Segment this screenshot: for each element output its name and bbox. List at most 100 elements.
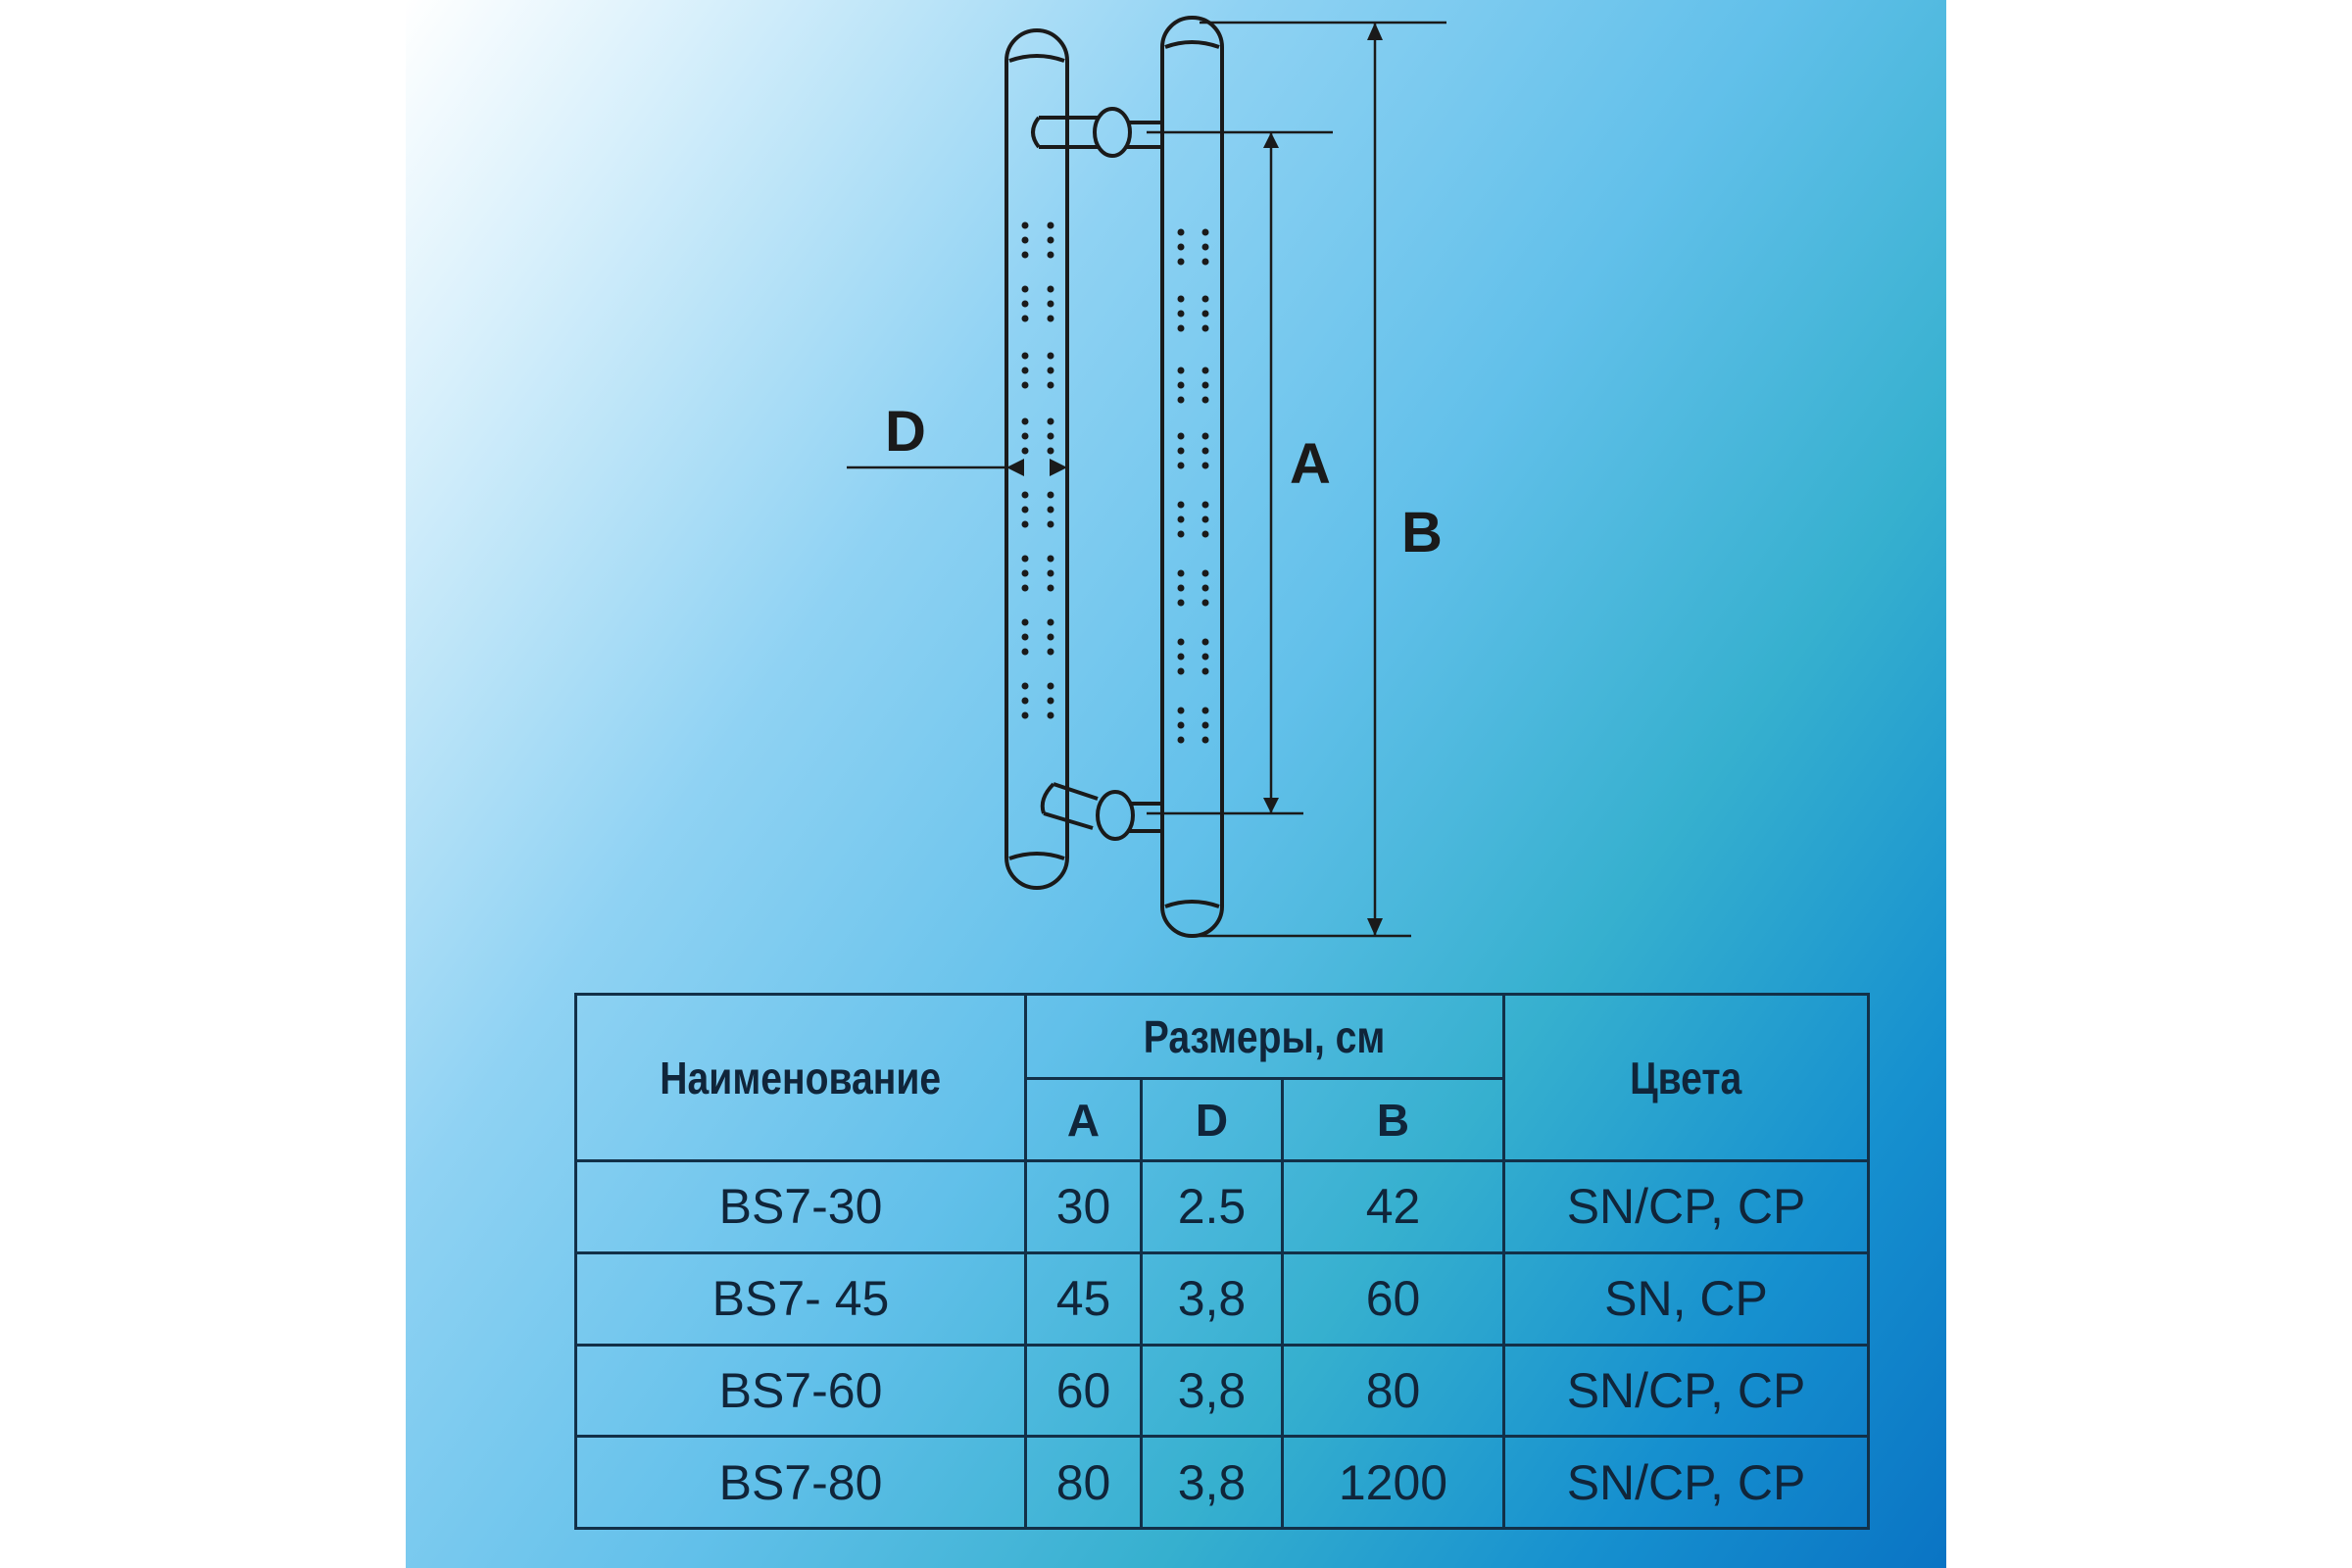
cell-d: 3,8 <box>1140 1343 1284 1439</box>
dimension-a <box>1147 130 1333 815</box>
perforation-dot <box>1047 285 1054 293</box>
right-handle-bar <box>1160 16 1224 938</box>
perforation-dot <box>1177 569 1185 577</box>
perforation-dot <box>1201 515 1209 523</box>
perforation-dot <box>1177 432 1185 440</box>
perforation-dot <box>1177 396 1185 404</box>
perforation-dot <box>1047 520 1054 528</box>
perforation-dot <box>1021 447 1029 455</box>
perforation-dot <box>1047 711 1054 719</box>
perforation-dot <box>1201 243 1209 251</box>
perforation-dot <box>1201 432 1209 440</box>
perforation-dot <box>1021 315 1029 322</box>
perforation-dot <box>1047 682 1054 690</box>
perforation-dot <box>1201 258 1209 266</box>
perforation-dot <box>1201 462 1209 469</box>
cell-b: 80 <box>1281 1343 1505 1439</box>
perforation-dot <box>1047 584 1054 592</box>
cell-colors: SN/CP, CP <box>1502 1435 1870 1530</box>
perforation-dot <box>1201 501 1209 509</box>
perforation-dot <box>1201 707 1209 714</box>
perforation-dot <box>1177 530 1185 538</box>
table-row: BS7- 45 45 3,8 60 SN, CP <box>574 1250 1870 1347</box>
perforation-dot <box>1021 569 1029 577</box>
cell-b: 60 <box>1281 1250 1505 1347</box>
cell-name: BS7-60 <box>574 1343 1027 1439</box>
label-b: B <box>1401 501 1443 564</box>
perforation-dot <box>1021 584 1029 592</box>
perforation-dot <box>1047 432 1054 440</box>
perforation-dot <box>1021 555 1029 563</box>
perforation-dot <box>1177 367 1185 374</box>
cell-a: 60 <box>1024 1343 1143 1439</box>
perforation-dot <box>1021 633 1029 641</box>
perforation-dot <box>1021 491 1029 499</box>
perforation-dot <box>1177 599 1185 607</box>
perforation-dot <box>1021 417 1029 425</box>
sizes-table: Наименование Размеры, см Цвета A D B BS7… <box>574 993 1870 1530</box>
perforation-dot <box>1201 530 1209 538</box>
table-row: BS7-30 30 2.5 42 SN/CP, CP <box>574 1159 1870 1254</box>
cell-name: BS7- 45 <box>574 1250 1027 1347</box>
left-handle-bar <box>1004 28 1069 890</box>
cell-name: BS7-80 <box>574 1435 1027 1530</box>
perforation-dot <box>1201 396 1209 404</box>
cell-d: 3,8 <box>1140 1435 1284 1530</box>
cell-colors: SN/CP, CP <box>1502 1343 1870 1439</box>
perforation-dot <box>1021 711 1029 719</box>
perforation-dot <box>1021 506 1029 514</box>
cell-b: 1200 <box>1281 1435 1505 1530</box>
perforation-dot <box>1021 236 1029 244</box>
perforation-dot <box>1047 381 1054 389</box>
perforation-dot <box>1047 555 1054 563</box>
perforation-dot <box>1047 417 1054 425</box>
perforation-dot <box>1177 381 1185 389</box>
perforation-dot <box>1047 315 1054 322</box>
perforation-dot <box>1021 381 1029 389</box>
perforation-dot <box>1047 618 1054 626</box>
perforation-dot <box>1021 352 1029 360</box>
perforation-dot <box>1201 638 1209 646</box>
cell-a: 45 <box>1024 1250 1143 1347</box>
perforation-dot <box>1047 236 1054 244</box>
perforation-dot <box>1201 324 1209 332</box>
perforation-dot <box>1021 285 1029 293</box>
bottom-connector <box>1040 782 1099 830</box>
perforation-dot <box>1177 736 1185 744</box>
perforation-dot <box>1177 707 1185 714</box>
perforation-dot <box>1021 300 1029 308</box>
perforation-dot <box>1201 667 1209 675</box>
perforation-dot <box>1177 447 1185 455</box>
perforation-dot <box>1177 462 1185 469</box>
perforation-dot <box>1177 638 1185 646</box>
perforation-dot <box>1177 721 1185 729</box>
perforation-dot <box>1201 721 1209 729</box>
label-d: D <box>885 400 926 464</box>
perforation-dot <box>1047 300 1054 308</box>
perforation-dot <box>1177 584 1185 592</box>
header-name: Наименование <box>574 993 1027 1162</box>
perforation-dot <box>1047 506 1054 514</box>
perforation-dot <box>1201 584 1209 592</box>
perforation-dot <box>1047 697 1054 705</box>
perforation-dot <box>1201 381 1209 389</box>
perforation-dot <box>1201 599 1209 607</box>
perforation-dot <box>1201 569 1209 577</box>
perforation-dot <box>1047 569 1054 577</box>
subheader-b: B <box>1281 1077 1505 1162</box>
top-connector <box>1031 116 1098 149</box>
perforation-dot <box>1047 221 1054 229</box>
label-a: A <box>1290 432 1331 496</box>
header-colors: Цвета <box>1502 993 1870 1162</box>
table-row: BS7-80 80 3,8 1200 SN/CP, CP <box>574 1435 1870 1530</box>
cell-b: 42 <box>1281 1159 1505 1254</box>
cell-colors: SN, CP <box>1502 1250 1870 1347</box>
perforation-dot <box>1047 447 1054 455</box>
perforation-dot <box>1021 697 1029 705</box>
perforation-dot <box>1047 367 1054 374</box>
cell-colors: SN/CP, CP <box>1502 1159 1870 1254</box>
perforation-dot <box>1177 515 1185 523</box>
perforation-dot <box>1021 432 1029 440</box>
cell-name: BS7-30 <box>574 1159 1027 1254</box>
